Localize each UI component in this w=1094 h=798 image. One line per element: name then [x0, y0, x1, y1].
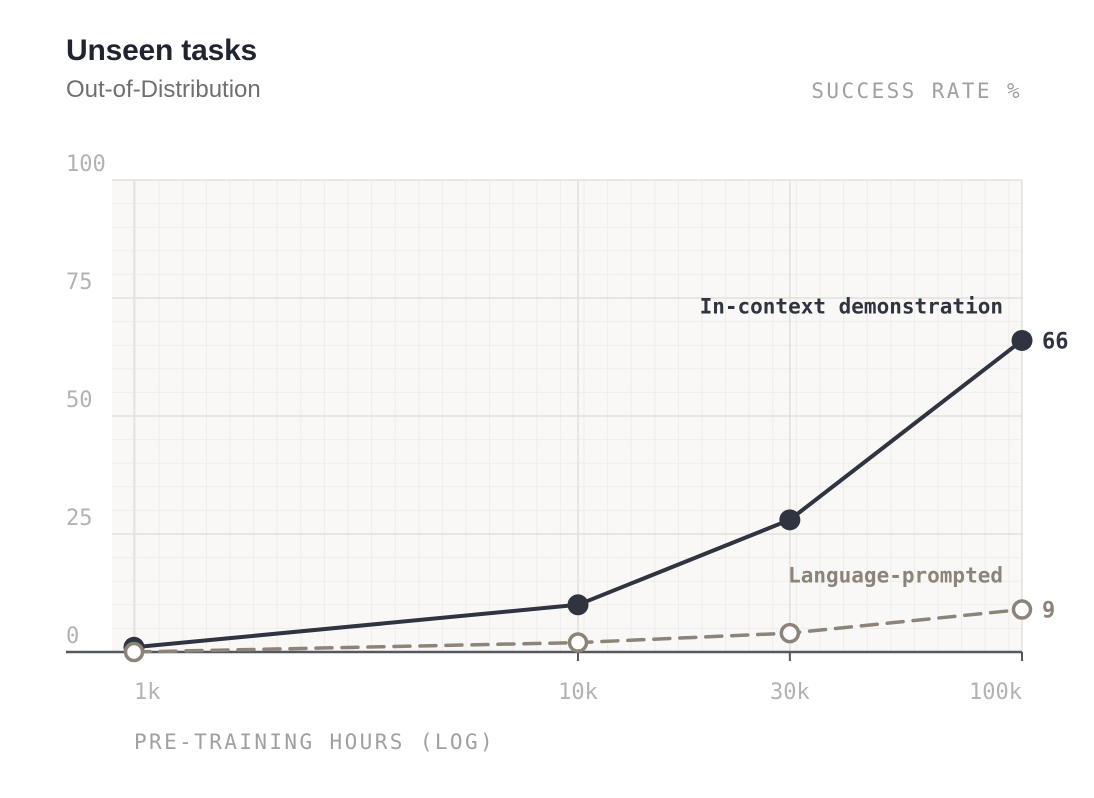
- chart-title: Unseen tasks: [66, 34, 258, 67]
- x-tick-label: 10k: [558, 680, 598, 705]
- series-name-label: In-context demonstration: [700, 294, 1003, 318]
- series-labels: 66 In-context demonstration 9 Language-prom…: [700, 294, 1069, 623]
- x-tick-label: 1k: [134, 680, 161, 705]
- x-axis-label: PRE-TRAINING HOURS (LOG): [134, 730, 496, 754]
- chart-subtitle: Out-of-Distribution: [66, 76, 261, 103]
- data-point: [123, 641, 145, 663]
- end-value-label: 66: [1042, 329, 1069, 354]
- y-tick-label: 100: [66, 152, 106, 177]
- data-point: [567, 594, 589, 616]
- y-tick-label: 0: [66, 624, 79, 649]
- series-name-label: Language-prompted: [788, 564, 1003, 588]
- x-tick-label: 30k: [770, 680, 810, 705]
- data-point: [1011, 329, 1033, 351]
- y-axis-label: SUCCESS RATE %: [811, 79, 1022, 103]
- end-value-label: 9: [1042, 599, 1055, 624]
- data-point: [779, 509, 801, 531]
- data-point: [567, 632, 589, 653]
- major-grid: [112, 179, 1023, 652]
- data-point: [1011, 599, 1033, 620]
- series-group: [123, 329, 1033, 663]
- y-tick-label: 75: [66, 270, 93, 295]
- tick-labels: 0 25 50 75 100 1k 10k 30k 100k: [66, 152, 1022, 705]
- x-tick-label: 100k: [969, 680, 1022, 705]
- y-tick-label: 50: [66, 388, 93, 413]
- series-line-1: [132, 607, 1024, 654]
- data-point: [779, 622, 801, 644]
- y-tick-label: 25: [66, 506, 93, 531]
- axes: [66, 650, 1023, 661]
- series-line-0: [132, 338, 1024, 650]
